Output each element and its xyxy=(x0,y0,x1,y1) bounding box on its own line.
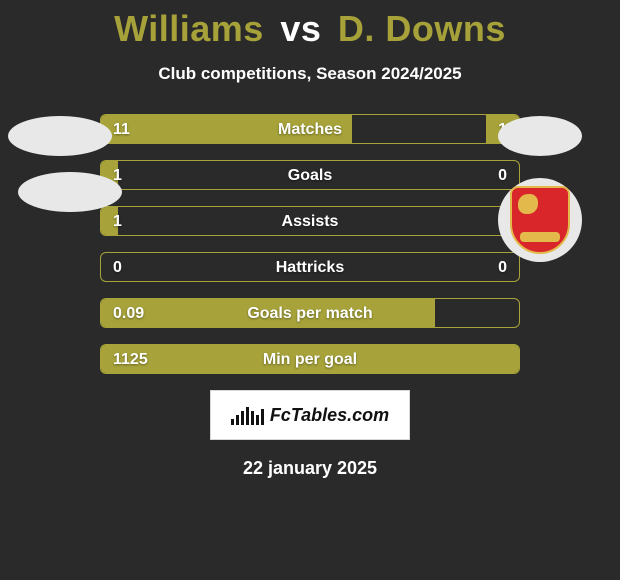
value-right: 0 xyxy=(498,161,507,190)
stat-label: Matches xyxy=(101,115,519,144)
stat-row: 0.09Goals per match xyxy=(100,298,520,328)
player2-silhouette xyxy=(498,116,582,156)
stat-row: 1Goals0 xyxy=(100,160,520,190)
vs-label: vs xyxy=(280,8,321,49)
branding-text: FcTables.com xyxy=(270,405,389,426)
crest-shield-icon xyxy=(510,186,570,254)
club-crest xyxy=(498,178,582,262)
player2-name: D. Downs xyxy=(338,8,506,49)
title: Williams vs D. Downs xyxy=(0,0,620,50)
stat-row: 1Assists0 xyxy=(100,206,520,236)
stat-label: Goals per match xyxy=(101,299,519,328)
stat-label: Goals xyxy=(101,161,519,190)
subtitle: Club competitions, Season 2024/2025 xyxy=(0,64,620,84)
stat-row: 0Hattricks0 xyxy=(100,252,520,282)
stat-row: 11Matches1 xyxy=(100,114,520,144)
stat-label: Hattricks xyxy=(101,253,519,282)
player1-silhouette-1 xyxy=(8,116,112,156)
player1-silhouette-2 xyxy=(18,172,122,212)
player1-name: Williams xyxy=(114,8,264,49)
bars-icon xyxy=(231,405,264,425)
stats-container: 11Matches11Goals01Assists00Hattricks00.0… xyxy=(100,114,520,374)
fctables-branding: FcTables.com xyxy=(210,390,410,440)
stat-row: 1125Min per goal xyxy=(100,344,520,374)
stat-label: Assists xyxy=(101,207,519,236)
stat-label: Min per goal xyxy=(101,345,519,374)
date-label: 22 january 2025 xyxy=(0,458,620,479)
value-right: 0 xyxy=(498,253,507,282)
